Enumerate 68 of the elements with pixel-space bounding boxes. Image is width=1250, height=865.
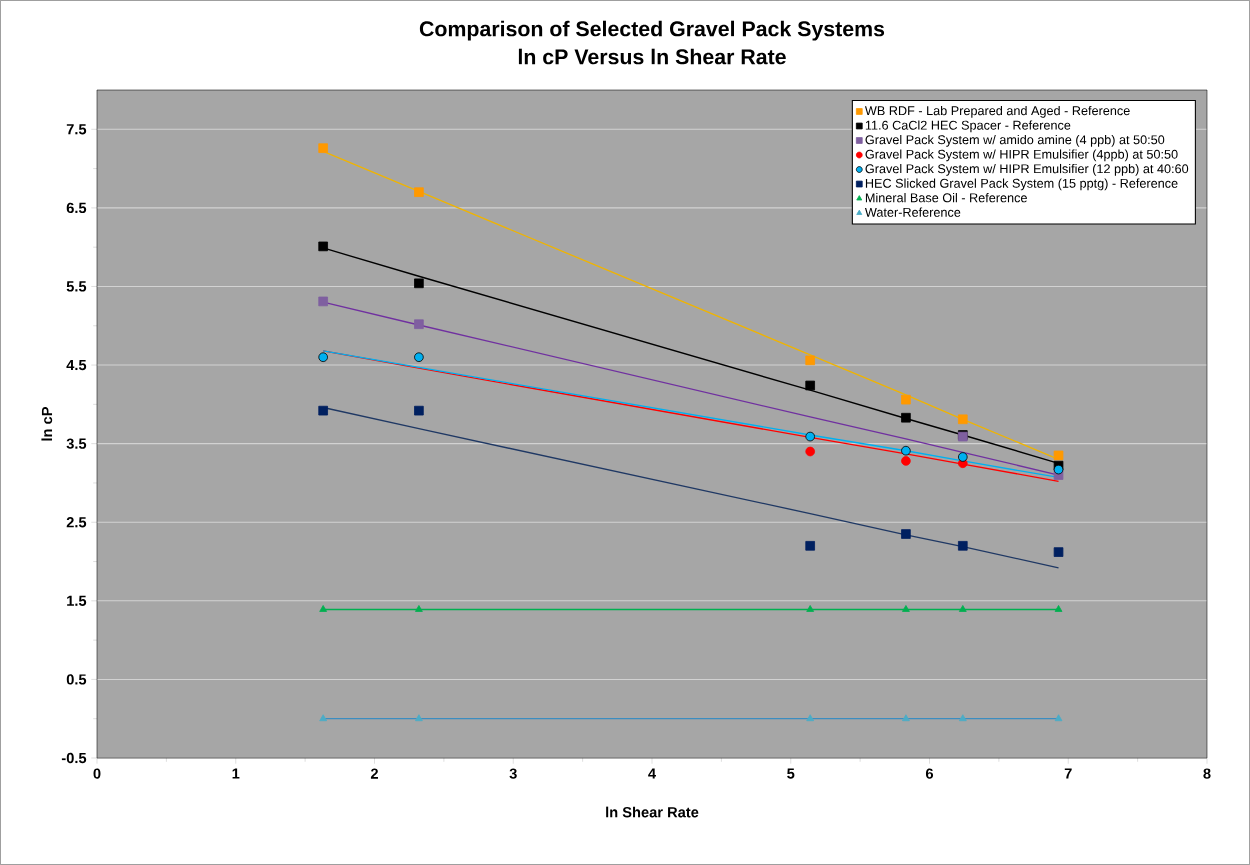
point [901, 445, 911, 456]
point [901, 529, 911, 539]
y-tick-label: 0.5 [66, 674, 87, 685]
legend-label: WB RDF - Lab Prepared and Aged - Reference [864, 105, 1130, 118]
point [958, 452, 968, 462]
point [901, 412, 911, 423]
point [1054, 714, 1063, 722]
x-tick-label: 0 [93, 768, 101, 779]
y-axis-title: ln cP [41, 406, 53, 441]
point [415, 714, 423, 722]
point [414, 319, 424, 329]
legend-label: Water-Reference [864, 207, 961, 217]
point [318, 296, 328, 307]
point [414, 352, 424, 362]
point [414, 278, 424, 289]
point [414, 405, 424, 416]
point [1053, 547, 1064, 557]
point [1054, 605, 1063, 612]
point [414, 187, 424, 197]
point [958, 414, 968, 425]
point [902, 605, 910, 612]
legend-label: Gravel Pack System w/ HIPR Emulsifier (12 ppb) at 40:60 [865, 163, 1189, 176]
y-tick-label: 4.5 [66, 359, 87, 371]
point [1053, 450, 1064, 461]
point [805, 431, 815, 442]
point [318, 241, 328, 252]
point [805, 380, 815, 391]
x-tick-label: 6 [925, 768, 934, 779]
x-tick-label: 2 [370, 768, 378, 779]
x-tick-label: 3 [509, 768, 517, 779]
legend-label: HEC Slicked Gravel Pack System (15 pptg) - Reference [865, 178, 1178, 191]
y-tick-label: 2.5 [66, 517, 87, 528]
point [958, 541, 968, 551]
point [901, 456, 911, 466]
legend-label: 11.6 CaCl2 HEC Spacer - Reference [865, 120, 1071, 133]
point [318, 405, 328, 416]
point [901, 394, 911, 405]
point [805, 541, 815, 551]
x-axis-title: ln Shear Rate [606, 806, 699, 818]
chart-title: Comparison of Selected Gravel Pack Systems [419, 20, 885, 41]
point [958, 605, 967, 612]
point [806, 714, 815, 722]
legend-label: Gravel Pack System w/ amido amine (4 ppb) at 50:50 [865, 134, 1165, 147]
point [318, 352, 328, 362]
y-tick-label: 7.5 [66, 124, 87, 135]
x-tick-label: 8 [1203, 768, 1211, 779]
point [806, 605, 815, 612]
point [415, 605, 423, 612]
x-tick-label: 5 [787, 768, 795, 779]
legend-label: Gravel Pack System w/ HIPR Emulsifier (4ppb) at 50:50 [865, 149, 1178, 162]
y-tick-label: 3.5 [66, 438, 87, 449]
point [958, 714, 967, 722]
y-tick-label: 5.5 [66, 281, 87, 292]
y-tick-label: 1.5 [67, 595, 87, 606]
y-tick-label: 6.5 [66, 202, 87, 214]
chart-subtitle: ln cP Versus ln Shear Rate [518, 48, 786, 65]
x-tick-label: 7 [1064, 768, 1072, 779]
point [1053, 464, 1064, 475]
y-tick-label: -0.5 [61, 752, 87, 764]
point [805, 355, 815, 366]
point [319, 714, 328, 722]
point [805, 446, 815, 457]
legend-label: Mineral Base Oil - Reference [865, 192, 1027, 203]
point [319, 605, 328, 612]
point [902, 714, 910, 722]
point [318, 143, 328, 153]
x-tick-label: 4 [648, 768, 656, 779]
x-tick-label: 1 [232, 768, 240, 779]
